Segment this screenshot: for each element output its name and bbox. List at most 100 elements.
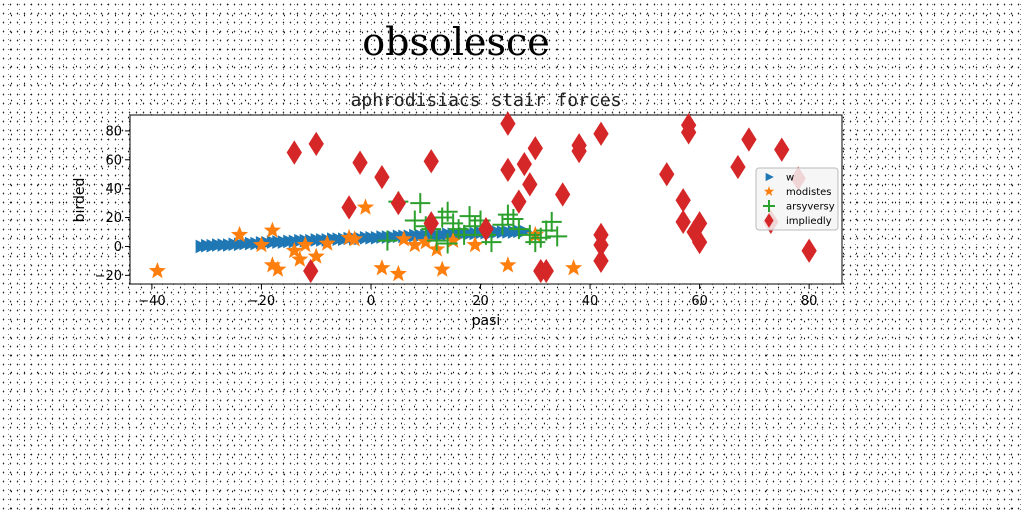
data-point-arsyversy [541,211,562,232]
data-point-arsyversy [508,219,529,240]
data-point-arsyversy [492,214,513,235]
x-tick-label: 80 [801,294,818,309]
data-point-modistes [318,234,336,251]
y-tick-label: 40 [105,182,122,197]
data-point-impliedly [774,137,790,162]
data-point-impliedly [538,258,554,284]
data-point-impliedly [423,149,439,174]
plot-marks [148,111,817,284]
data-point-arsyversy [426,230,447,251]
data-point-modistes [291,250,309,267]
legend-label-w: w [786,173,794,184]
data-point-arsyversy [454,224,475,245]
data-point-modistes [356,198,375,215]
y-tick-label: 20 [105,211,122,226]
x-tick-label: −40 [138,294,165,309]
data-point-modistes [263,221,281,238]
data-point-impliedly [390,190,407,216]
data-point-modistes [444,231,462,248]
data-point-impliedly [659,162,675,187]
data-point-impliedly [303,258,319,284]
y-tick-label: −20 [95,269,122,284]
x-tick-label: 60 [691,294,708,309]
data-point-modistes [466,236,484,253]
data-point-arsyversy [503,209,524,229]
plot-area [129,114,843,285]
data-point-impliedly [571,138,587,164]
data-point-arsyversy [547,226,568,247]
data-point-modistes [148,262,166,279]
x-axis-label: pasi [472,313,501,329]
legend-marker-modistes [763,186,775,196]
legend-label-arsyversy: arsyversy [786,202,835,213]
data-point-modistes [565,259,583,276]
data-point-modistes [263,256,281,273]
data-point-modistes [346,230,364,247]
legend: w modistes arsyversy impliedly [755,167,839,231]
data-point-impliedly [675,209,691,235]
y-tick-label: 80 [105,124,122,139]
data-point-modistes [252,236,270,253]
data-point-impliedly [555,182,571,207]
data-point-impliedly [500,111,516,136]
data-point-arsyversy [459,206,480,227]
data-point-impliedly [730,154,746,180]
data-point-impliedly [691,229,708,255]
data-point-impliedly [516,151,532,177]
x-tick-label: 0 [367,294,375,309]
data-point-impliedly [341,195,357,220]
chart-title: aphrodisiacs stair forces [351,90,622,111]
legend-marker-w [765,172,774,182]
data-point-impliedly [500,157,516,183]
x-tick-label: 20 [472,294,489,309]
data-point-impliedly [593,248,609,274]
data-point-modistes [269,260,287,277]
data-point-modistes [499,256,517,273]
data-point-arsyversy [404,210,425,231]
data-point-impliedly [511,189,527,214]
data-point-modistes [307,247,325,264]
data-point-impliedly [593,232,609,258]
data-point-impliedly [352,150,368,175]
data-point-impliedly [691,211,708,236]
y-tick-label: 0 [114,240,122,255]
data-point-impliedly [801,238,817,263]
legend-label-modistes: modistes [786,187,831,198]
data-point-arsyversy [437,201,458,222]
data-point-modistes [373,259,391,276]
y-axis-label: birded [72,178,88,223]
y-axis: −20 0 20 40 60 80 [95,124,130,284]
data-point-modistes [231,225,249,243]
data-point-arsyversy [525,232,546,253]
data-point-arsyversy [497,204,518,225]
data-point-modistes [296,236,314,253]
data-point-impliedly [593,121,609,146]
data-point-modistes [395,230,413,247]
legend-label-impliedly: impliedly [786,216,832,227]
legend-box [755,167,839,231]
data-point-modistes [406,236,424,253]
data-point-impliedly [286,140,302,165]
data-point-arsyversy [410,193,431,214]
data-point-impliedly [374,164,390,190]
data-point-arsyversy [437,233,458,254]
data-point-impliedly [527,136,543,161]
data-point-arsyversy [377,230,398,251]
data-point-modistes [417,233,435,250]
x-tick-label: 40 [582,294,599,309]
data-point-modistes [285,241,303,259]
legend-marker-impliedly [764,213,774,228]
x-tick-label: −20 [248,294,275,309]
data-point-impliedly [308,131,324,157]
data-point-impliedly [741,127,757,152]
data-point-impliedly [680,112,697,138]
figure-suptitle: obsolesce [362,20,550,64]
data-point-modistes [433,260,451,277]
legend-marker-arsyversy [763,200,775,212]
data-point-impliedly [522,172,538,197]
data-point-arsyversy [536,220,557,241]
data-point-impliedly [423,211,439,236]
data-point-impliedly [675,188,691,213]
data-point-modistes [389,264,407,282]
